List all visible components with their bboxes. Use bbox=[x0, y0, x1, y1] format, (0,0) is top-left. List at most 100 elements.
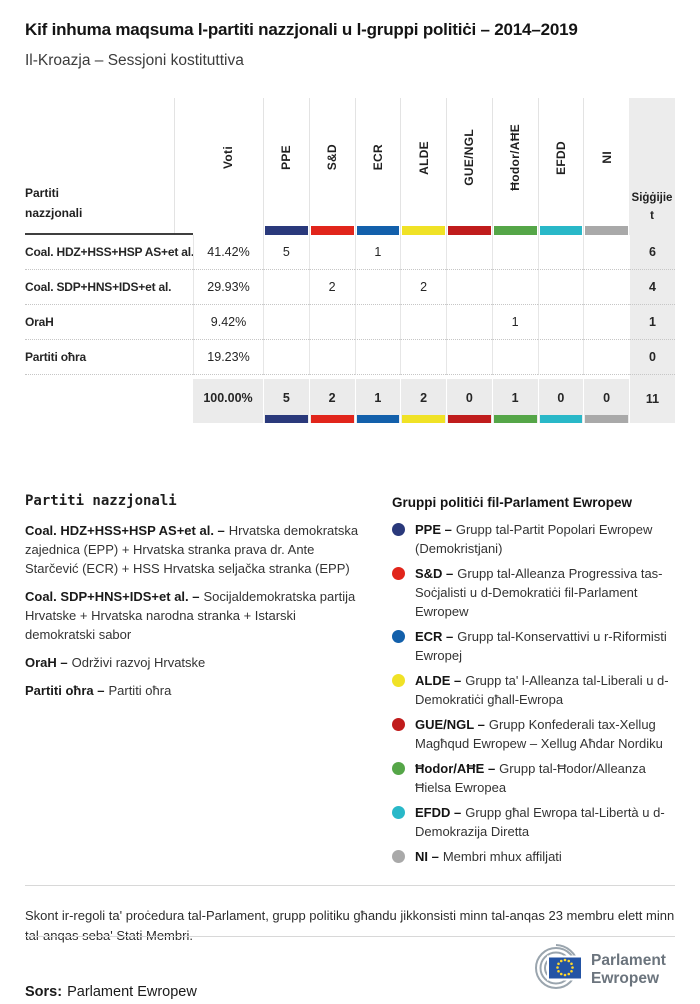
group-color-bar bbox=[265, 226, 308, 235]
totals-cell-alde: 2 bbox=[400, 375, 446, 423]
page-subtitle: Il-Kroazja – Sessjoni kostituttiva bbox=[25, 52, 244, 69]
group-color-bar bbox=[356, 415, 400, 423]
table-cell bbox=[583, 305, 629, 340]
seats-cell: 1 bbox=[629, 305, 675, 340]
totals-cell-guengl: 0 bbox=[446, 375, 492, 423]
group-abbr: GUE/NGL – bbox=[415, 717, 485, 732]
party-abbr: OraH – bbox=[25, 655, 68, 670]
hodor-ahe-color-dot bbox=[392, 762, 405, 775]
group-color-bar bbox=[310, 226, 354, 235]
seats-cell: 0 bbox=[629, 340, 675, 375]
source-value: Parlament Ewropew bbox=[67, 983, 197, 1000]
table-cell bbox=[583, 340, 629, 375]
footnote: Skont ir-regoli ta' proċedura tal-Parlam… bbox=[25, 908, 675, 943]
table-cell bbox=[446, 340, 492, 375]
table-cell bbox=[400, 305, 446, 340]
group-abbr: ALDE – bbox=[415, 673, 462, 688]
totals-cell-sd: 2 bbox=[308, 375, 355, 423]
alde-color-dot bbox=[392, 674, 405, 687]
group-color-bar bbox=[585, 415, 628, 423]
table-cell bbox=[537, 340, 584, 375]
group-color-bar bbox=[265, 415, 308, 423]
totals-value: 0 bbox=[465, 391, 473, 405]
column-label-sd: S&D bbox=[325, 144, 340, 171]
totals-value: 0 bbox=[557, 391, 565, 405]
group-color-bar bbox=[310, 415, 354, 423]
party-abbr: Coal. HDZ+HSS+HSP AS+et al. – bbox=[25, 523, 225, 538]
totals-cell-ni: 0 bbox=[583, 375, 629, 423]
group-desc: Grupp Konfederali tax-Xellug Magħqud Ewr… bbox=[415, 717, 663, 751]
column-label-efdd: EFDD bbox=[553, 140, 568, 175]
column-label-voti: Voti bbox=[221, 146, 235, 169]
group-color-bar bbox=[493, 415, 537, 423]
header-cell-voti: Voti bbox=[193, 98, 263, 235]
legend-group-text: ALDE – Grupp ta' l-Alleanza tal-Liberali … bbox=[415, 671, 675, 709]
legend-party-item: Partiti oħra – Partiti oħra bbox=[25, 681, 365, 700]
table-cell bbox=[446, 270, 492, 305]
totals-seats-cell: 11 bbox=[629, 375, 675, 423]
group-desc: Grupp tal-Alleanza Progressiva tas-Soċja… bbox=[415, 566, 663, 619]
totals-value: 2 bbox=[328, 391, 336, 405]
header-cell-ppe: PPE bbox=[263, 98, 309, 235]
table-cell: 1 bbox=[491, 305, 538, 340]
legend-groups-heading: Gruppi politiċi fil-Parlament Ewropew bbox=[392, 495, 633, 510]
legend-group-text: NI – Membri mhux affiljati bbox=[415, 847, 562, 866]
group-color-bar bbox=[402, 415, 445, 423]
legend-group-text: GUE/NGL – Grupp Konfederali tax-Xellug Ma… bbox=[415, 715, 675, 753]
table-cell bbox=[537, 235, 584, 270]
divider bbox=[25, 936, 675, 937]
group-abbr: EFDD – bbox=[415, 805, 462, 820]
table-cell bbox=[263, 270, 309, 305]
sd-color-dot bbox=[392, 567, 405, 580]
table-cell: 1 bbox=[354, 235, 401, 270]
column-label-ni: NI bbox=[599, 151, 614, 164]
totals-cell-ecr: 1 bbox=[354, 375, 401, 423]
logo-text-line2: Ewropew bbox=[591, 970, 660, 987]
legend-group-item: ECR – Grupp tal-Konservattivi u r-Riformi… bbox=[392, 627, 675, 665]
totals-value: 0 bbox=[603, 391, 611, 405]
table-cell: 2 bbox=[308, 270, 355, 305]
guengl-color-dot bbox=[392, 718, 405, 731]
legend-group-item: ALDE – Grupp ta' l-Alleanza tal-Liberali … bbox=[392, 671, 675, 709]
group-abbr: S&D – bbox=[415, 566, 454, 581]
group-color-bar bbox=[356, 226, 400, 235]
source-line: Sors: Parlament Ewropew bbox=[25, 984, 197, 1000]
totals-cell-efdd: 0 bbox=[537, 375, 584, 423]
european-parliament-logo: Parlament Ewropew bbox=[535, 944, 666, 989]
totals-value: 5 bbox=[282, 391, 290, 405]
ni-color-dot bbox=[392, 850, 405, 863]
table-cell: 5 bbox=[263, 235, 309, 270]
legend-group-text: Ħodor/AĦE – Grupp tal-Ħodor/Alleanza Ħiel… bbox=[415, 759, 675, 797]
totals-blank-cell bbox=[25, 375, 193, 423]
group-color-bar bbox=[402, 226, 445, 235]
table-cell bbox=[308, 235, 355, 270]
legend-group-item: PPE – Grupp tal-Partit Popolari Ewropew (… bbox=[392, 520, 675, 558]
eu-flag-stars bbox=[556, 958, 574, 977]
ppe-color-dot bbox=[392, 523, 405, 536]
party-name: Coal. SDP+HNS+IDS+et al. bbox=[25, 270, 193, 305]
table-cell bbox=[308, 305, 355, 340]
totals-votes-cell: 100.00% bbox=[193, 375, 263, 423]
table-cell bbox=[491, 235, 538, 270]
source-label: Sors: bbox=[25, 983, 63, 1000]
group-color-bar bbox=[448, 226, 491, 235]
totals-value: 1 bbox=[511, 391, 519, 405]
seats-cell: 6 bbox=[629, 235, 675, 270]
votes-cell: 29.93% bbox=[193, 270, 263, 305]
group-abbr: ECR – bbox=[415, 629, 454, 644]
legend-parties-heading: Partiti nazzjonali bbox=[25, 493, 177, 509]
page-title: Kif inhuma maqsuma l-partiti nazzjonali … bbox=[25, 20, 578, 39]
efdd-color-dot bbox=[392, 806, 405, 819]
party-name: Coal. HDZ+HSS+HSP AS+et al. bbox=[25, 235, 194, 270]
group-color-bar bbox=[448, 415, 491, 423]
column-label-hodor-ahe: Ħodor/AĦE bbox=[508, 124, 523, 191]
legend-group-item: EFDD – Grupp għal Ewropa tal-Libertà u d-… bbox=[392, 803, 675, 841]
legend-group-item: GUE/NGL – Grupp Konfederali tax-Xellug Ma… bbox=[392, 715, 675, 753]
totals-cell-hodor-ahe: 1 bbox=[491, 375, 538, 423]
table-cell bbox=[400, 340, 446, 375]
header-cell-alde: ALDE bbox=[400, 98, 446, 235]
table-cell bbox=[263, 305, 309, 340]
legend-party-item: OraH – Održivi razvoj Hrvatske bbox=[25, 653, 365, 672]
header-cell-ecr: ECR bbox=[354, 98, 401, 235]
table-cell bbox=[354, 270, 401, 305]
